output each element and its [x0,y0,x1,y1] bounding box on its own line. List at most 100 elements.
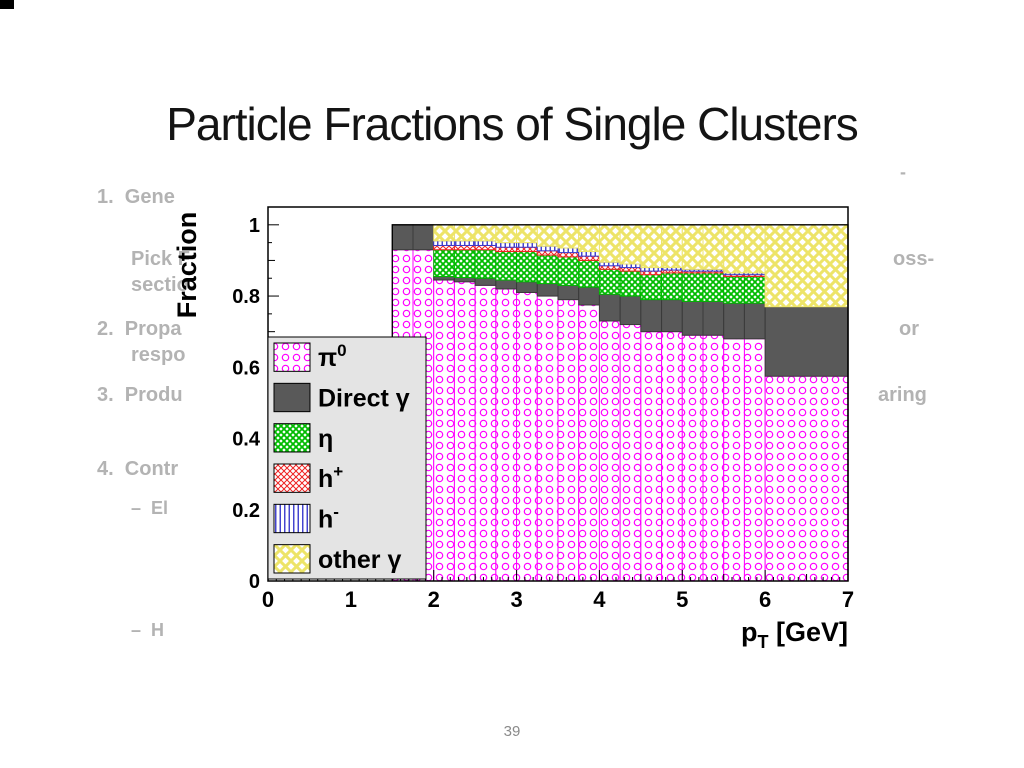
svg-text:3: 3 [510,587,522,612]
svg-text:0.6: 0.6 [232,357,260,379]
svg-text:1: 1 [249,215,260,237]
svg-text:0.2: 0.2 [232,500,260,522]
ghost-text-fragment: oss- [893,248,935,270]
bar-segment-pi0 [474,284,497,582]
bar-segment-other-gamma [764,224,849,308]
svg-text:0: 0 [262,587,274,612]
bar-segment-direct-gamma [598,293,621,322]
bar-segment-other-gamma [557,224,580,249]
bar-segment-h-minus [640,267,663,272]
bar-segment-h-plus [619,267,642,272]
ghost-text-fragment: 1. Gene [97,186,175,208]
bar-segment-direct-gamma [619,295,642,326]
bar-segment-eta [474,249,497,279]
legend-entry-pi0: π0 [273,341,347,372]
stack-outline [391,224,849,581]
bar-segment-h-plus [557,252,580,258]
ghost-text-fragment: 2. Propa [97,318,182,340]
bar-segment-pi0 [516,291,538,582]
bar-segment-direct-gamma [495,279,518,290]
ghost-text-fragment: – El [131,498,169,518]
legend-label-eta: η [318,425,333,453]
bar-segment-eta [619,270,642,297]
bar-segment-eta [661,272,683,301]
bar-segment-direct-gamma [474,277,497,286]
svg-text:7: 7 [842,587,854,612]
legend-swatch-direct-gamma [273,382,311,413]
bar-segment-eta [681,272,704,302]
chart-svg: 0 1 2 3 4 5 6 7 0 0.2 0.4 0.6 0.8 1 Fraction pT [GeV] π0… [172,206,854,652]
bar-segment-direct-gamma [578,286,600,306]
bar-segment-pi0 [764,375,849,582]
svg-text:0.4: 0.4 [232,429,261,451]
bar-segment-other-gamma [598,224,621,263]
bar-segment-other-gamma [743,224,766,274]
bar-segment-direct-gamma [702,300,725,336]
bar-segment-direct-gamma [661,299,683,333]
svg-text:0: 0 [249,571,260,593]
axis-tick-labels: 0 1 2 3 4 5 6 7 0 0.2 0.4 0.6 0.8 1 [232,215,854,612]
ghost-text-fragment: sectio [131,274,189,296]
slide-title: Particle Fractions of Single Clusters [166,97,859,150]
x-axis-title: pT [GeV] [741,617,848,652]
legend-label-other-gamma: other γ [318,546,401,574]
bar-segment-eta [578,259,600,288]
bar-segment-h-minus [578,251,600,257]
legend-swatch-other-gamma [273,544,311,574]
bar-segment-other-gamma [702,224,725,270]
bar-segment-other-gamma [433,224,455,242]
ghost-text-fragment: 4. Contr [97,458,179,480]
svg-text:1: 1 [345,587,357,612]
bar-segment-h-minus [557,247,580,254]
bar-segment-other-gamma [619,224,642,265]
bar-segment-eta [433,249,455,277]
bar-segment-h-plus [536,250,559,256]
bar-segment-other-gamma [495,224,518,244]
bar-segment-pi0 [723,338,745,582]
bar-segment-direct-gamma [536,283,559,297]
legend-entry-h-minus: h- [273,503,339,534]
bar-segment-other-gamma [474,224,497,242]
bar-segment-pi0 [433,279,455,582]
bar-segment-direct-gamma [764,306,849,377]
bar-segment-eta [640,274,663,301]
bar-segment-pi0 [536,295,559,582]
bar-segment-h-minus [516,242,538,248]
bar-segment-pi0 [619,324,642,582]
bar-segment-pi0 [661,331,683,582]
bar-segment-eta [723,275,745,304]
bar-segment-pi0 [578,304,600,582]
svg-text:4: 4 [593,587,606,612]
ghost-text-fragment: 3. Produ [97,384,183,406]
bar-segment-other-gamma [536,224,559,247]
legend-entry-eta: η [273,423,333,453]
bar-segment-eta [516,251,538,283]
bar-segment-pi0 [598,320,621,582]
bar-segment-other-gamma [640,224,663,269]
legend-swatch-h-minus [273,503,311,534]
ghost-text-fragment: respo [131,344,186,366]
bar-segment-h-plus [578,255,600,261]
bar-segment-eta [743,275,766,304]
bar-segment-pi0 [557,299,580,582]
bar-segment-direct-gamma [640,299,663,333]
legend-label-h-minus: h- [318,503,339,534]
bar-segment-eta [702,272,725,302]
svg-text:6: 6 [759,587,771,612]
bar-segment-eta [495,251,518,281]
bar-segment-pi0 [495,288,518,582]
bar-segment-pi0 [681,334,704,582]
bar-segment-h-plus [433,244,455,251]
bar-segment-pi0 [702,334,725,582]
legend-entry-h-plus: h+ [273,462,343,493]
legend-swatch-pi0 [273,342,311,372]
stacked-bars [391,224,849,582]
bar-segment-eta [453,249,476,279]
bar-segment-pi0 [743,338,766,582]
bar-segment-direct-gamma [433,275,455,281]
bar-segment-direct-gamma [557,284,580,301]
svg-text:5: 5 [676,587,688,612]
bar-segment-direct-gamma [412,224,435,251]
legend-label-direct-gamma: Direct γ [318,385,410,413]
